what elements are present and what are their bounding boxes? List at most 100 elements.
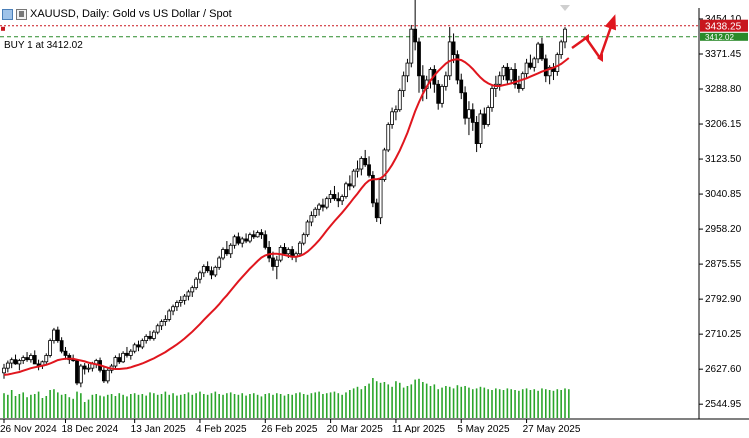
candle-body [309, 215, 314, 223]
candle-body [198, 272, 202, 280]
symbol-description: Gold vs US Dollar / Spot [112, 8, 232, 20]
candle-body [78, 365, 83, 384]
candle-body [401, 75, 406, 92]
candle-body [324, 198, 329, 208]
candle-body [547, 66, 552, 77]
candle-body [413, 28, 418, 43]
candle-body [447, 41, 452, 77]
candle-body [248, 234, 252, 242]
candle-body [317, 204, 321, 210]
candle-body [244, 238, 248, 242]
candle-body [382, 149, 387, 181]
candle-body [543, 58, 548, 77]
candle-body [117, 357, 122, 363]
candle-body [524, 62, 529, 75]
candle-body [159, 321, 164, 327]
x-tick-label: 4 Feb 2025 [196, 424, 247, 433]
candle-body [132, 344, 137, 352]
y-tick-label: 2875.55 [705, 259, 742, 270]
candle-body [59, 340, 64, 352]
candle-body [501, 66, 506, 77]
chart-window-icon[interactable] [2, 8, 13, 20]
candle-body [186, 291, 191, 297]
y-tick-label: 2710.25 [705, 329, 742, 340]
y-tick-label: 2958.20 [705, 224, 742, 235]
candle-body [144, 335, 149, 342]
candle-body [313, 208, 318, 217]
candle-body [286, 249, 291, 255]
candle-body [367, 164, 371, 176]
candle-body [9, 359, 14, 364]
candle-body [397, 90, 402, 111]
candle-body [63, 350, 68, 356]
buy-price-tag [700, 32, 748, 41]
x-tick-label: 26 Feb 2025 [261, 424, 318, 433]
candle-body [347, 183, 352, 187]
candle-body [274, 259, 279, 267]
candle-body [125, 352, 129, 356]
candle-body [536, 43, 541, 60]
candle-body [171, 306, 175, 312]
x-tick-label: 27 May 2025 [523, 424, 581, 433]
candle-body [224, 249, 229, 255]
candle-body [436, 83, 441, 104]
current-price-tag [700, 19, 748, 32]
candle-body [490, 88, 494, 108]
candle-body [5, 362, 10, 369]
candle-body [505, 66, 510, 81]
candle-body [363, 158, 368, 166]
buy-label[interactable]: BUY 1 at 3412.02 [4, 40, 83, 51]
candle-body [555, 54, 560, 72]
forecast-arrowhead [604, 14, 617, 31]
candle-body [271, 257, 275, 267]
candle-body [21, 357, 26, 361]
candle-body [374, 202, 379, 219]
candle-body [267, 246, 272, 259]
x-tick-label: 5 May 2025 [457, 424, 510, 433]
order-marker [1, 26, 5, 31]
candle-body [82, 365, 87, 370]
candle-body [25, 357, 29, 361]
chart-header: XAUUSD, Daily: Gold vs US Dollar / Spot [2, 6, 232, 22]
candle-body [520, 73, 525, 89]
candle-body [194, 278, 199, 289]
y-tick-label: 3206.15 [705, 119, 742, 130]
candle-body [113, 357, 118, 367]
candle-body [151, 331, 156, 339]
candle-body [55, 329, 60, 342]
x-tick-label: 26 Nov 2024 [0, 424, 57, 433]
candle-body [155, 325, 160, 333]
candle-body [86, 367, 91, 370]
current-price-label: 3438.25 [705, 22, 742, 33]
candle-body [17, 360, 22, 365]
candle-body [470, 109, 475, 123]
candle-body [190, 287, 195, 293]
y-tick-label: 3371.45 [705, 49, 742, 60]
candle-body [209, 270, 214, 276]
candle-body [440, 85, 444, 104]
candle-body [478, 113, 483, 144]
candle-body [52, 329, 56, 342]
candle-body [48, 340, 53, 356]
candle-body [228, 244, 233, 255]
candle-body [148, 335, 152, 339]
candle-body [44, 355, 49, 363]
candle-body [282, 246, 287, 255]
y-tick-label: 2792.90 [705, 294, 742, 305]
candle-body [340, 196, 345, 202]
candle-body [263, 234, 268, 248]
symbol-properties-icon[interactable] [16, 8, 27, 20]
candle-body [451, 41, 456, 56]
candle-body [390, 111, 394, 125]
candle-body [2, 367, 6, 374]
candle-body [532, 58, 537, 68]
candle-body [163, 319, 168, 322]
candle-body [563, 28, 567, 43]
candle-body [259, 232, 264, 236]
candle-body [221, 249, 225, 259]
candle-body [351, 170, 356, 187]
candle-body [321, 204, 325, 208]
candle-body [420, 75, 425, 89]
candle-body [459, 79, 464, 94]
